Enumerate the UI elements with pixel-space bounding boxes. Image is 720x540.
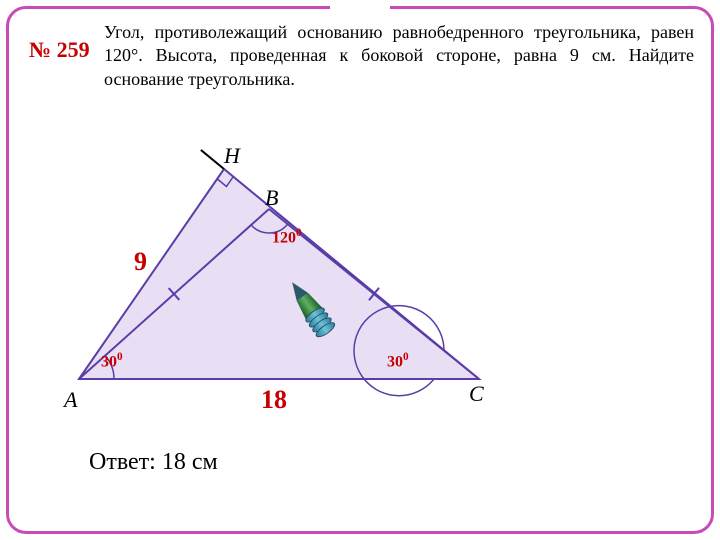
angle-B: 1200 xyxy=(272,227,302,247)
answer-text: Ответ: 18 см xyxy=(89,449,218,476)
angle-A: 300 xyxy=(101,351,123,371)
vertex-label-C: C xyxy=(469,381,484,407)
diagram-svg xyxy=(29,9,529,409)
vertex-label-H: H xyxy=(224,143,240,169)
vertex-label-A: A xyxy=(64,387,77,413)
geometry-diagram xyxy=(29,9,529,409)
base-value: 18 xyxy=(261,385,287,415)
slide-frame: № 259 Угол, противолежащий основанию рав… xyxy=(6,6,714,534)
vertex-label-B: B xyxy=(265,185,278,211)
altitude-value: 9 xyxy=(134,247,147,277)
angle-C: 300 xyxy=(387,351,409,371)
